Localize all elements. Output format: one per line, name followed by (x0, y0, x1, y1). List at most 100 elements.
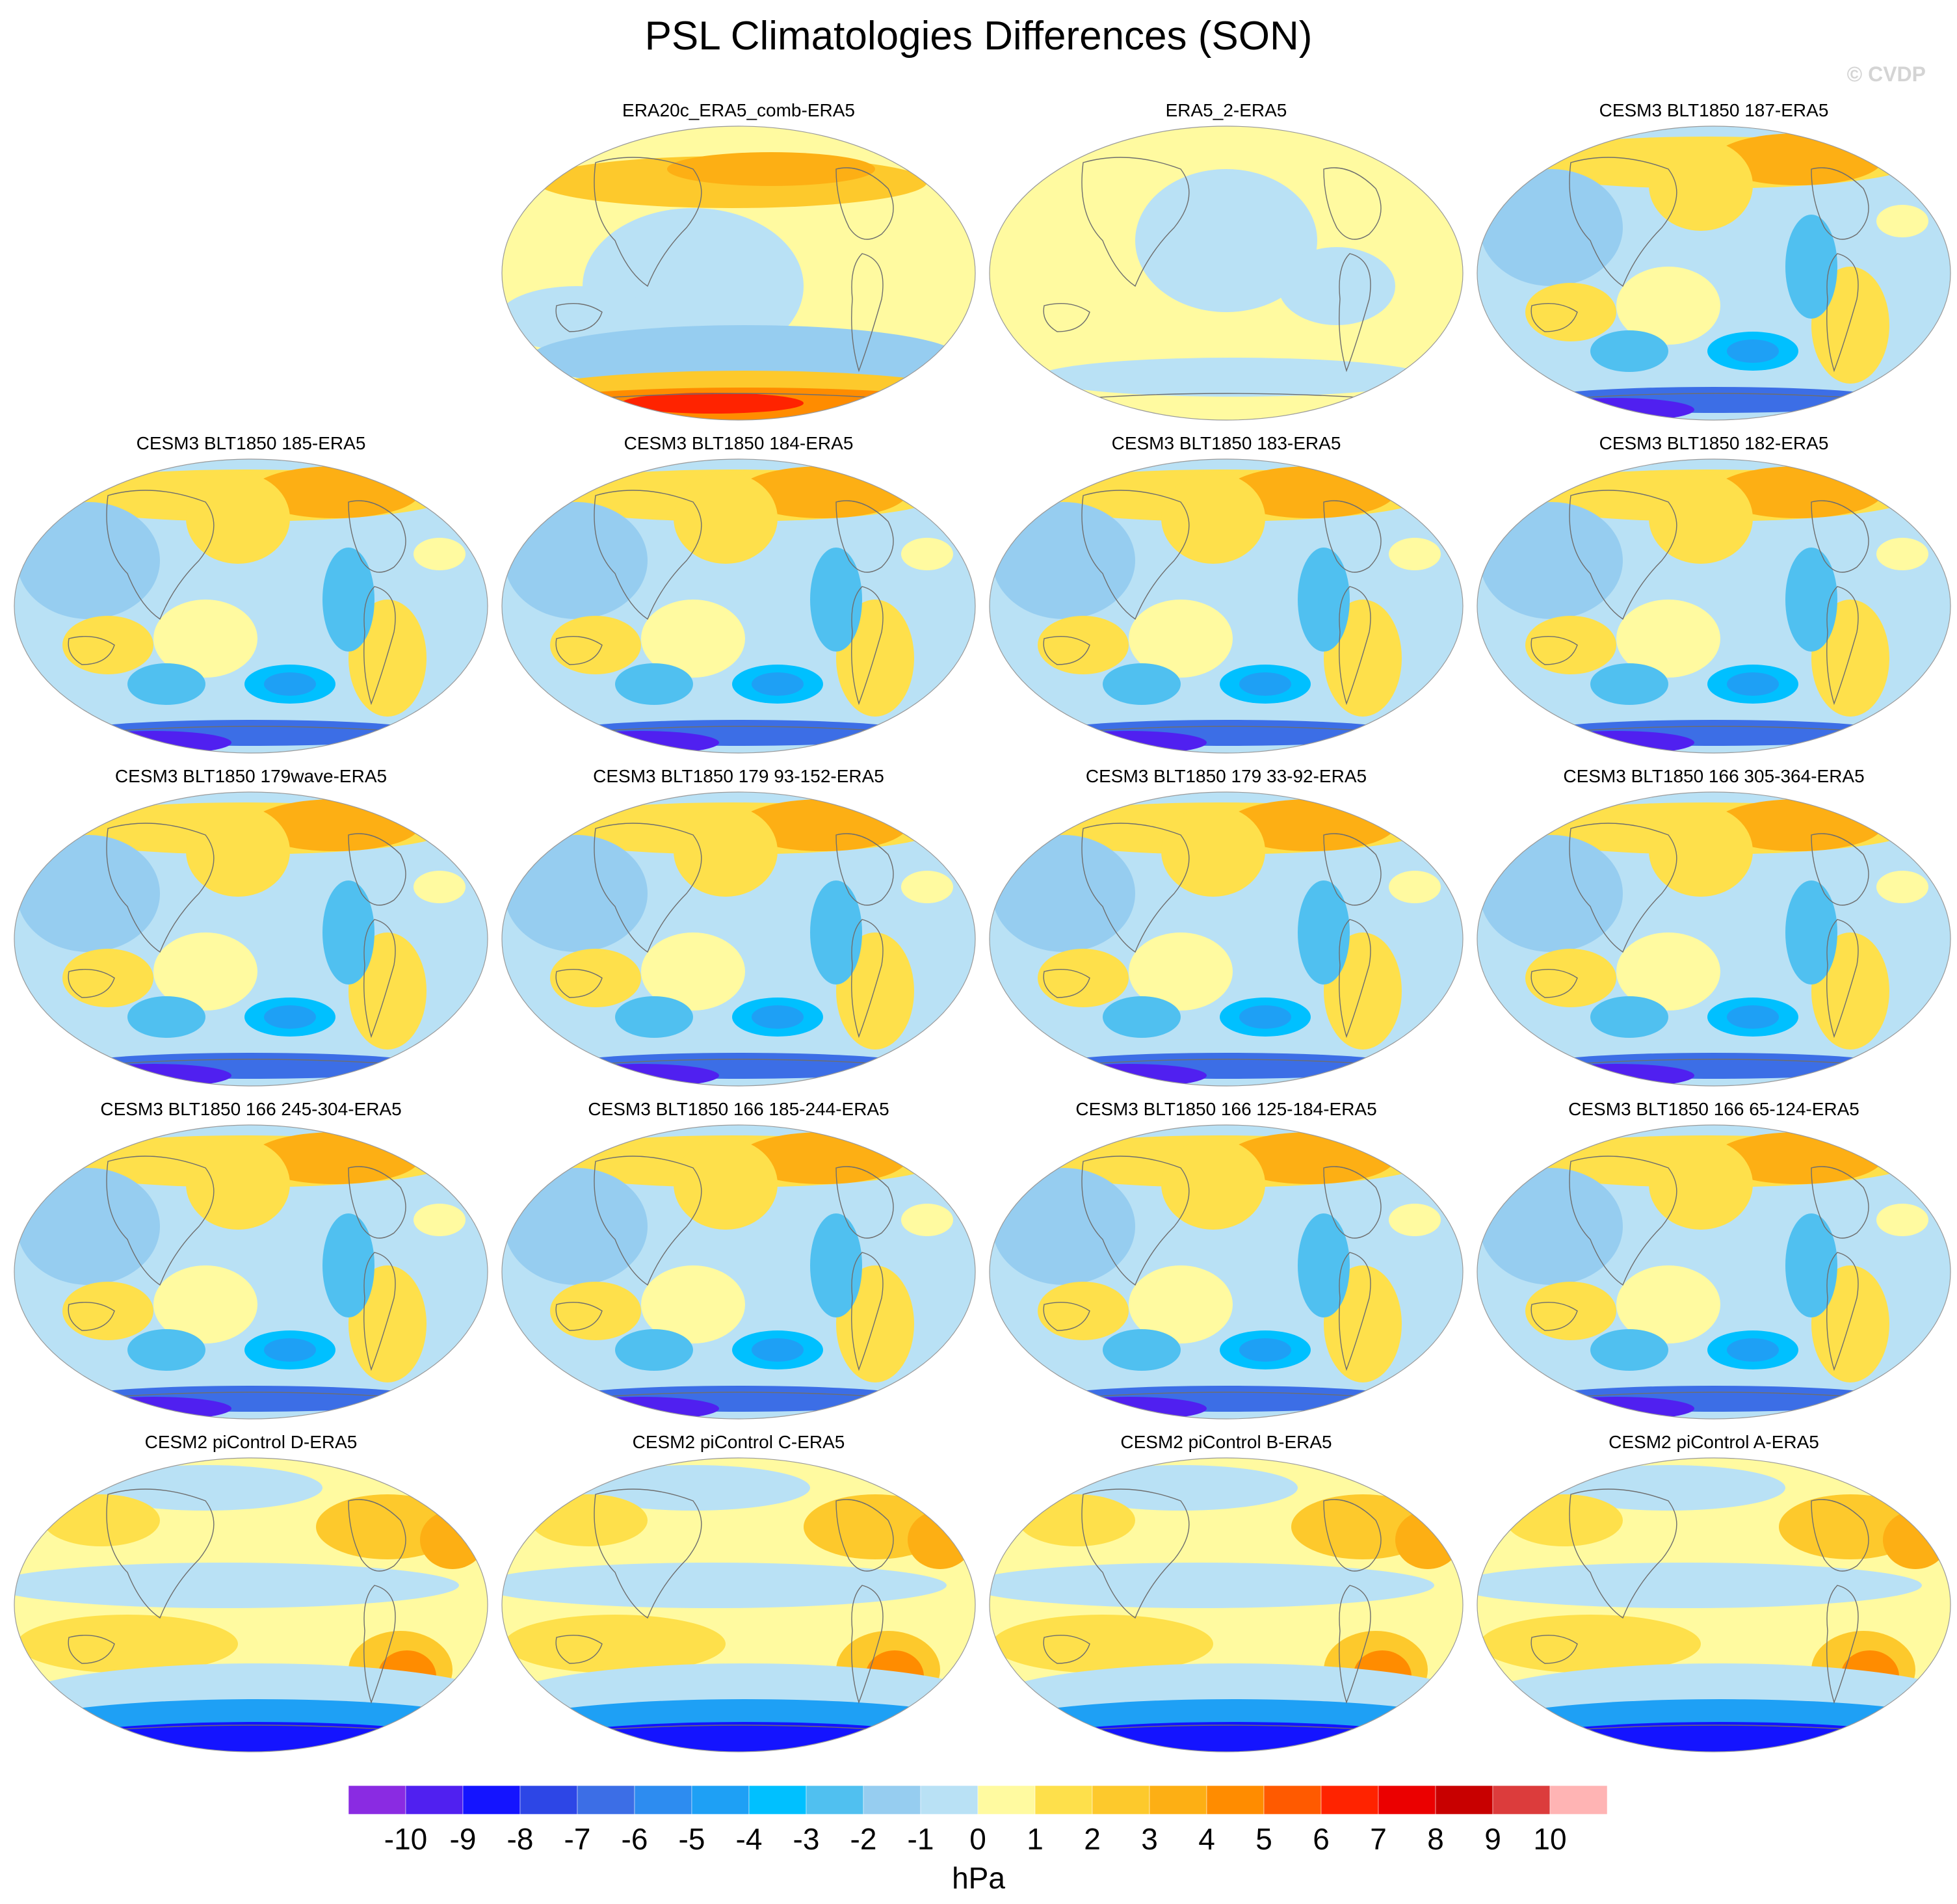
colorbar-tick-label: 0 (969, 1822, 986, 1856)
field-blob (505, 1168, 648, 1285)
field-blob (505, 1615, 726, 1673)
field-blob (153, 1265, 257, 1343)
coastline (835, 500, 894, 573)
coastline (1530, 635, 1578, 665)
coastline (348, 1499, 406, 1572)
colorbar-swatch (806, 1786, 864, 1814)
coastline (1826, 919, 1859, 1038)
field-blob (511, 1722, 975, 1752)
field-blob (1551, 1465, 1785, 1511)
field-blob (1239, 1005, 1291, 1029)
coastline (106, 1488, 215, 1619)
field-blob (1532, 387, 1896, 413)
map-field (501, 126, 976, 421)
field-blob (1395, 1511, 1460, 1569)
coastline (1043, 1634, 1090, 1664)
field-blob (674, 473, 778, 564)
colorbar-swatch (1435, 1786, 1493, 1814)
coastline (851, 586, 884, 706)
field-blob (1389, 1204, 1441, 1236)
field-blob (17, 502, 160, 619)
panel-title: CESM2 piControl A-ERA5 (1609, 1432, 1819, 1452)
colorbar-swatch (691, 1786, 750, 1814)
coastline (1323, 1166, 1382, 1239)
field-blob (990, 1563, 1434, 1608)
field-blob (550, 616, 641, 674)
coastline (1826, 1585, 1859, 1704)
colorbar-tick-label: 3 (1141, 1822, 1158, 1856)
field-blob (23, 1722, 488, 1752)
map-panel: CESM2 piControl B-ERA5 (986, 1431, 1467, 1764)
coastline (1530, 968, 1578, 998)
coastline (594, 490, 702, 620)
colorbar-tick-label: -1 (907, 1822, 934, 1856)
field-blob (1480, 1168, 1623, 1285)
panel-title: CESM3 BLT1850 187-ERA5 (1599, 100, 1829, 120)
coastline (363, 586, 396, 706)
coastline (835, 833, 894, 906)
field-blob (1298, 880, 1350, 985)
field-blob (615, 1329, 693, 1371)
field-blob (1135, 169, 1317, 312)
field-blob (1649, 473, 1753, 564)
colorbar-tick-label: 2 (1084, 1822, 1101, 1856)
field-blob (1038, 358, 1428, 397)
field-blob (1486, 1722, 1950, 1752)
coastline (106, 490, 215, 620)
map-panel: CESM3 BLT1850 183-ERA5 (986, 432, 1467, 765)
map-field (1477, 458, 1951, 754)
coastline (594, 823, 702, 953)
colorbar-tick-label: -2 (850, 1822, 877, 1856)
field-blob (810, 880, 862, 985)
coastline (594, 1156, 702, 1286)
field-blob (420, 1511, 485, 1569)
field-blob (1785, 215, 1837, 319)
coastline (106, 823, 215, 953)
map-field (1477, 1457, 1951, 1752)
colorbar-swatch (1034, 1786, 1093, 1814)
field-blob (752, 672, 804, 696)
field-blob (1590, 663, 1668, 705)
panel-title: CESM3 BLT1850 166 245-304-ERA5 (100, 1099, 402, 1119)
map-field (14, 458, 488, 754)
map-panel: CESM3 BLT1850 166 65-124-ERA5 (1473, 1098, 1954, 1431)
panel-title: CESM3 BLT1850 166 125-184-ERA5 (1075, 1099, 1377, 1119)
field-blob (641, 1265, 745, 1343)
field-blob (1525, 283, 1616, 341)
colorbar-swatch (1149, 1786, 1207, 1814)
field-blob (264, 1005, 316, 1029)
field-blob (1616, 932, 1720, 1011)
coastline (68, 968, 115, 998)
coastline (1569, 490, 1677, 620)
colorbar-swatch (462, 1786, 521, 1814)
panel-title: CESM3 BLT1850 179 93-152-ERA5 (593, 766, 884, 786)
colorbar-tick-label: 8 (1427, 1822, 1444, 1856)
figure-title: PSL Climatologies Differences (SON) (644, 14, 1313, 59)
colorbar-tick-label: 1 (1027, 1822, 1044, 1856)
panel-title: CESM2 piControl C-ERA5 (632, 1432, 845, 1452)
field-blob (667, 152, 875, 186)
field-blob (505, 835, 648, 952)
coastline (835, 1499, 894, 1572)
coastline (1530, 1301, 1578, 1331)
colorbar-swatch (748, 1786, 807, 1814)
field-blob (1649, 140, 1753, 231)
colorbar-swatch (634, 1786, 692, 1814)
field-blob (1649, 1139, 1753, 1230)
field-blob (186, 1139, 290, 1230)
field-blob (1389, 871, 1441, 903)
map-field (989, 791, 1464, 1087)
field-blob (908, 1511, 973, 1569)
field-blob (322, 880, 374, 985)
colorbar-swatch (1549, 1786, 1608, 1814)
field-blob (901, 538, 953, 570)
panel-title: ERA20c_ERA5_comb-ERA5 (622, 100, 855, 120)
field-blob (62, 616, 153, 674)
field-blob (14, 1563, 459, 1608)
panel-title: CESM3 BLT1850 183-ERA5 (1111, 433, 1341, 453)
field-blob (1161, 806, 1265, 897)
coastline (1043, 1301, 1090, 1331)
field-blob (414, 538, 466, 570)
field-blob (1044, 720, 1408, 746)
colorbar-swatch (1263, 1786, 1322, 1814)
